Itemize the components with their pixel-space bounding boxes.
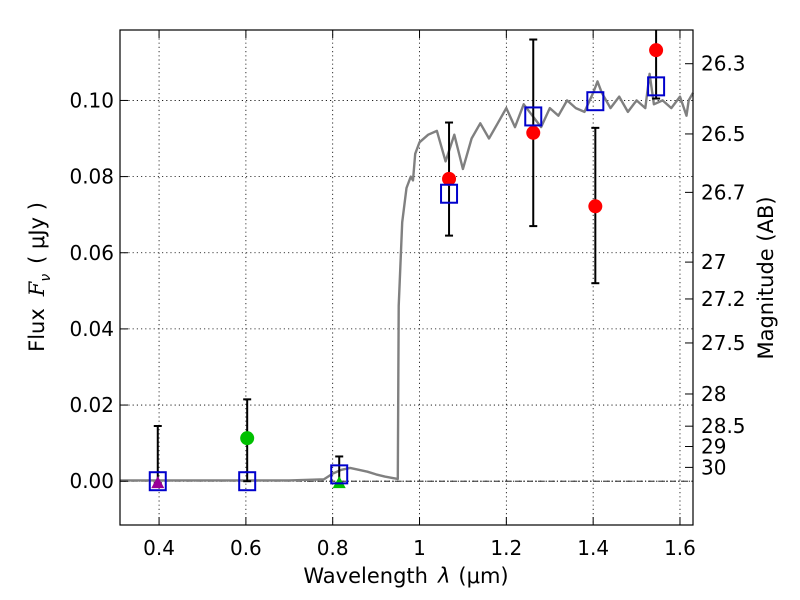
- ticks: [120, 30, 693, 525]
- model-spectrum-line: [120, 72, 695, 482]
- plot-frame: [119, 29, 694, 526]
- y-tick-label: 0.08: [69, 165, 114, 189]
- y-tick-label: 0.02: [69, 393, 114, 417]
- x-tick-label: 1: [413, 536, 426, 560]
- mag-tick-label: 27.5: [701, 331, 746, 355]
- observed-red-point: [649, 43, 664, 58]
- tick-labels: 0.4 0.6 0.8 1 1.2 1.4 1.6 0.00 0.02 0.04 0.06 0.08 0…: [69, 52, 745, 560]
- mag-tick-label: 29: [701, 434, 726, 458]
- observed-green-point: [240, 431, 255, 446]
- y-tick-label: 0.04: [69, 317, 114, 341]
- observed-purple-upper-point: [151, 476, 165, 489]
- model-bandpass-square: [524, 106, 543, 127]
- y-tick-label: 0.06: [69, 241, 114, 265]
- mag-tick-label: 30: [701, 455, 726, 479]
- mag-tick-label: 28: [701, 382, 726, 406]
- y-tick-label: 0.10: [69, 88, 114, 112]
- observed-green-upper-point: [332, 476, 346, 489]
- mag-tick-label: 27.2: [701, 287, 746, 311]
- observed-red-point: [442, 171, 457, 186]
- x-tick-label: 0.4: [143, 536, 175, 560]
- mag-tick-label: 26.3: [701, 52, 746, 76]
- model-bandpass-square: [586, 91, 605, 112]
- y-axis-label: FluxFν( μJy ): [25, 202, 54, 352]
- mag-tick-label: 27: [701, 250, 726, 274]
- model-bandpass-square: [148, 471, 167, 492]
- y-tick-label: 0.00: [69, 469, 114, 493]
- markers: [148, 43, 666, 492]
- observed-red-point: [588, 199, 603, 214]
- error-bars: [153, 30, 661, 485]
- model-bandpass-square: [238, 471, 257, 492]
- mag-tick-label: 26.5: [701, 122, 746, 146]
- y2-axis-label: Magnitude (AB): [754, 196, 778, 359]
- model-bandpass-square: [647, 76, 666, 97]
- mag-tick-label: 26.7: [701, 180, 746, 204]
- x-tick-label: 1.6: [664, 536, 696, 560]
- x-tick-label: 1.2: [490, 536, 522, 560]
- model-bandpass-square: [330, 464, 349, 485]
- model-bandpass-square: [440, 183, 459, 204]
- model-spectrum-layer: [120, 72, 695, 482]
- mag-tick-label: 28.5: [701, 414, 746, 438]
- x-tick-label: 0.8: [317, 536, 349, 560]
- observed-red-point: [526, 125, 541, 140]
- x-tick-label: 0.6: [230, 536, 262, 560]
- x-axis-label: Wavelength λ (μm): [303, 564, 508, 588]
- x-tick-label: 1.4: [577, 536, 609, 560]
